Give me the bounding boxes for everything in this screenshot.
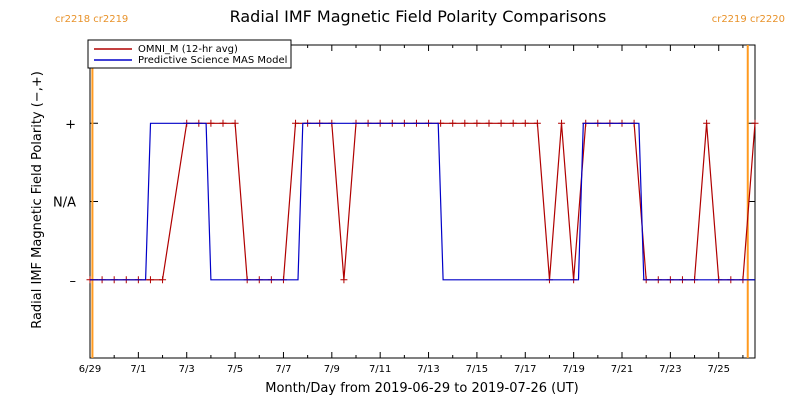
data-point-marker [461,119,469,127]
y-tick-label: – [70,274,77,289]
plot-frame [89,44,756,359]
x-tick-label: 7/21 [611,364,633,375]
series-line-omni [90,122,756,281]
data-point-marker [159,276,167,284]
carrington-markers: cr2218 cr2219 cr2219 cr2220 [55,14,785,358]
carrington-label: cr2219 cr2220 [712,14,785,25]
data-point-marker [533,119,541,127]
data-point-marker [146,276,154,284]
series-line-mas [90,122,755,281]
x-tick-label: 7/23 [659,364,681,375]
data-point-marker [751,119,759,127]
chart-title: Radial IMF Magnetic Field Polarity Compa… [230,7,607,26]
data-point-marker [473,119,481,127]
data-point-marker [703,119,711,127]
x-tick-label: 7/15 [466,364,488,375]
y-tick-label: + [65,117,76,132]
x-tick-label: 7/7 [275,364,291,375]
legend-label-mas: Predictive Science MAS Model [138,55,287,66]
carrington-label: cr2218 cr2219 [55,14,128,25]
data-point-marker [219,119,227,127]
data-point-marker [509,119,517,127]
data-point-marker [521,119,529,127]
legend-box [87,39,292,69]
y-axis-label: Radial IMF Magnetic Field Polarity (−,+) [30,71,45,329]
x-tick-label: 7/5 [227,364,243,375]
x-tick-label: 7/13 [417,364,439,375]
data-point-marker [485,119,493,127]
data-point-marker [558,119,566,127]
x-tick-label: 7/19 [562,364,584,375]
x-tick-label: 7/25 [707,364,729,375]
x-tick-label: 6/29 [79,364,101,375]
series-layer [86,119,759,284]
x-axis-label: Month/Day from 2019-06-29 to 2019-07-26 … [265,381,578,396]
data-point-marker [340,276,348,284]
data-point-marker [497,119,505,127]
y-tick-label: N/A [53,196,76,211]
data-point-marker [292,119,300,127]
y-axis-ticks: + N/A – [53,117,755,289]
data-point-marker [231,119,239,127]
x-axis-ticks: 6/29 7/1 7/3 7/5 7/7 7/9 7/11 7/13 7/15 7/17 7/19 7… [79,45,744,375]
x-tick-label: 7/17 [514,364,536,375]
x-tick-label: 7/1 [130,364,146,375]
x-tick-label: 7/11 [369,364,391,375]
data-point-marker [207,119,215,127]
legend: OMNI_M (12-hr avg) Predictive Science MA… [87,39,292,69]
x-tick-label: 7/3 [179,364,195,375]
x-tick-label: 7/9 [324,364,340,375]
legend-label-omni: OMNI_M (12-hr avg) [138,44,238,55]
data-point-marker [449,119,457,127]
